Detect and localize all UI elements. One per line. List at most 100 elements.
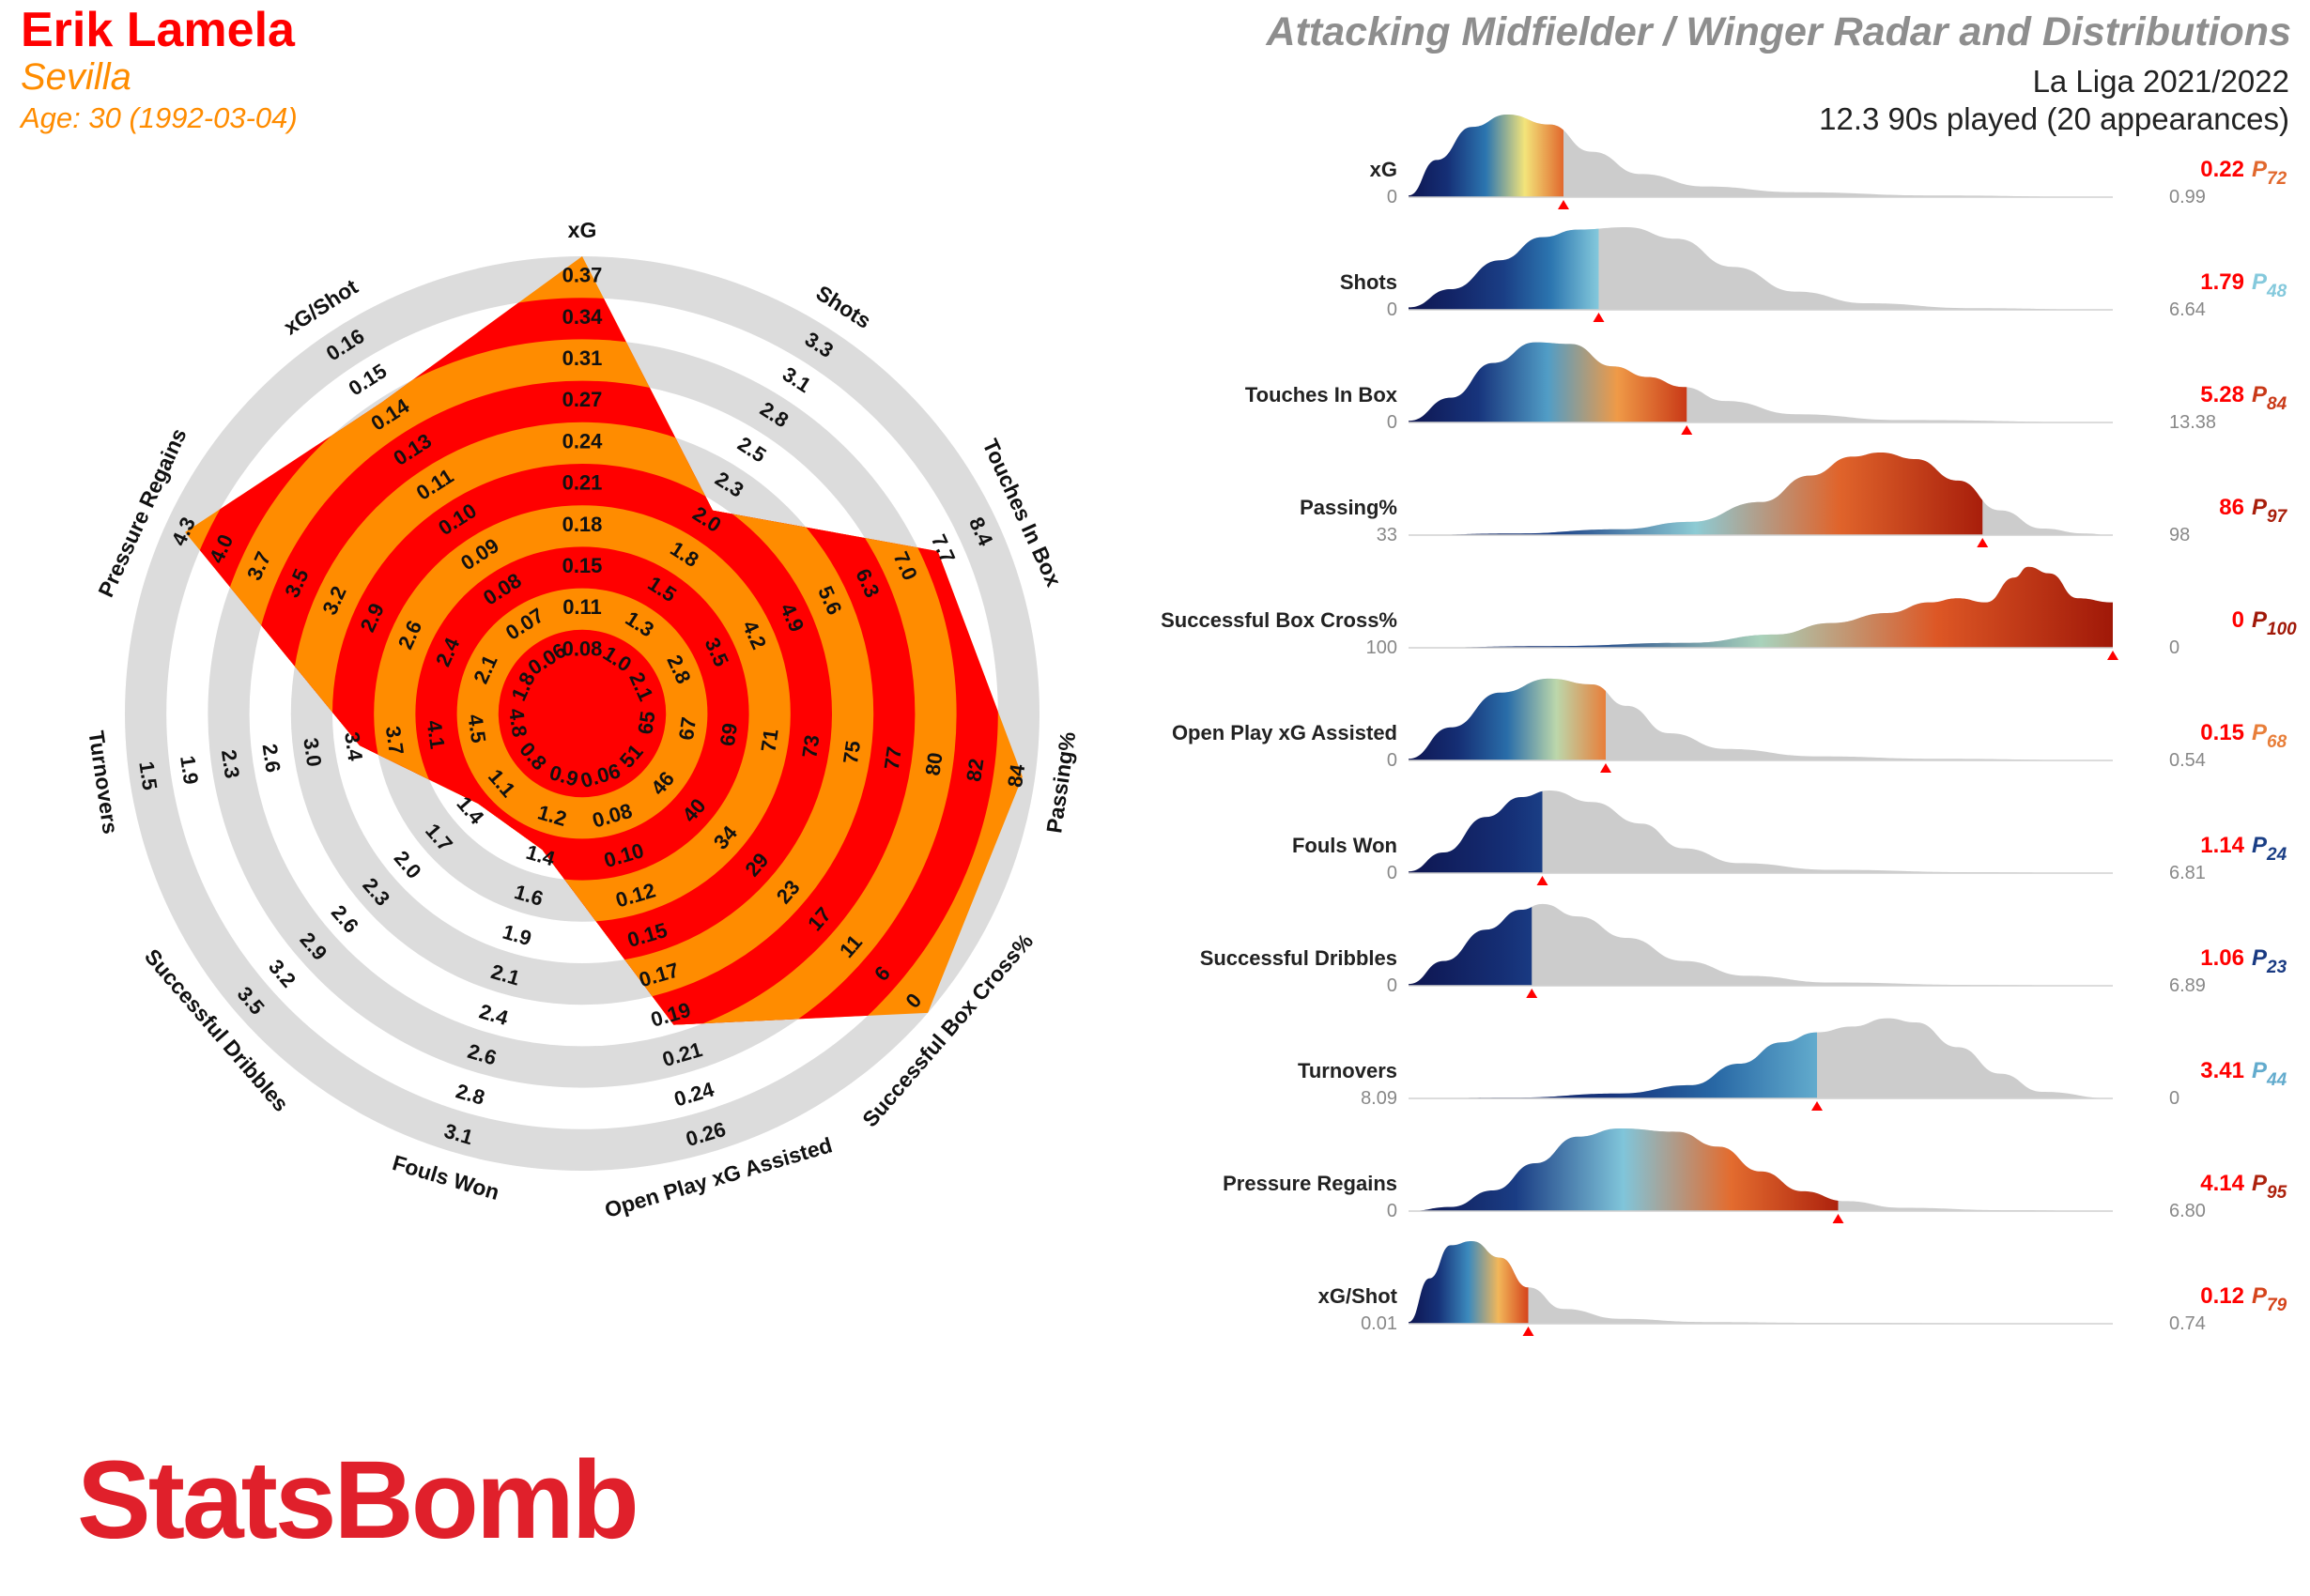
radar-tick-label: 2.6	[258, 743, 285, 775]
distribution-highlight	[1409, 115, 1563, 197]
value-marker	[1522, 1327, 1534, 1336]
metric-label: xG/Shot	[1318, 1284, 1398, 1308]
radar-chart: 0.08 0.11 0.15 0.18 0.21 0.24 0.27 0.31 0.34 0.37…	[84, 218, 1080, 1222]
distribution-highlight	[1409, 678, 1606, 760]
metric-label: Shots	[1340, 270, 1397, 294]
player-value: 0.12	[2200, 1283, 2244, 1309]
radar-tick-label: 0.21	[562, 471, 603, 495]
axis-min-label: 33	[1377, 525, 1397, 545]
player-value: 3.41	[2200, 1058, 2244, 1083]
axis-min-label: 0	[1387, 1201, 1397, 1221]
radar-tick-label: 0.24	[562, 429, 604, 453]
percentile-label: P48	[2252, 269, 2287, 301]
distribution-highlight	[1409, 1032, 1817, 1098]
radar-tick-label: 4.5	[463, 713, 490, 744]
radar-tick-label: 69	[716, 722, 742, 748]
radar-tick-label: 84	[1003, 762, 1029, 790]
distribution-highlight	[1409, 1128, 1839, 1211]
metric-label: Successful Dribbles	[1200, 946, 1397, 970]
radar-tick-label: 0.11	[562, 595, 602, 619]
distribution-highlight	[1409, 453, 1983, 535]
radar-tick-label: 67	[674, 715, 701, 742]
distribution-highlight	[1409, 1241, 1529, 1324]
value-marker	[2107, 651, 2118, 660]
axis-min-label: 100	[1366, 637, 1397, 658]
percentile-label: P100	[2252, 607, 2297, 639]
distribution-highlight	[1409, 906, 1532, 986]
percentile-label: P44	[2252, 1058, 2287, 1090]
metric-label: Passing%	[1300, 496, 1397, 519]
axis-max-label: 0.74	[2169, 1313, 2206, 1334]
distribution-area	[1409, 790, 2113, 873]
player-value: 86	[2219, 495, 2244, 520]
metric-label: Successful Box Cross%	[1161, 608, 1397, 632]
metric-label: Turnovers	[1298, 1059, 1397, 1082]
radar-tick-label: 73	[797, 733, 824, 760]
metric-label: Pressure Regains	[1223, 1172, 1397, 1195]
radar-tick-label: 1.9	[176, 754, 203, 786]
radar-tick-label: 0.08	[562, 637, 603, 660]
minutes-played-label: 12.3 90s played (20 appearances)	[1819, 101, 2289, 136]
player-value: 1.06	[2200, 945, 2244, 971]
radar-tick-label: 65	[633, 710, 659, 736]
axis-min-label: 0	[1387, 187, 1397, 207]
percentile-label: P97	[2252, 495, 2288, 527]
axis-min-label: 0	[1387, 863, 1397, 883]
percentile-label: P84	[2252, 382, 2287, 414]
player-value: 0.15	[2200, 720, 2244, 745]
player-value: 4.14	[2200, 1171, 2244, 1196]
axis-max-label: 6.81	[2169, 863, 2206, 883]
percentile-label: P79	[2252, 1283, 2287, 1315]
value-marker	[1681, 425, 1693, 435]
radar-tick-label: 0.18	[562, 513, 603, 536]
axis-min-label: 0	[1387, 750, 1397, 771]
radar-tick-label: 75	[839, 739, 865, 765]
distribution-area	[1409, 115, 2113, 197]
axis-max-label: 0.99	[2169, 187, 2206, 207]
radar-tick-label: 80	[920, 751, 947, 777]
metric-label: xG	[1370, 158, 1397, 181]
distribution-highlight	[1409, 566, 2113, 648]
radar-tick-label: 0.15	[562, 554, 603, 577]
distribution-highlight	[1409, 228, 1599, 310]
radar-tick-label: 0.34	[562, 305, 604, 329]
axis-min-label: 8.09	[1361, 1088, 1397, 1109]
player-name: Erik Lamela	[21, 3, 295, 57]
value-marker	[1832, 1214, 1844, 1223]
player-value: 1.79	[2200, 269, 2244, 295]
team-name: Sevilla	[21, 56, 131, 98]
axis-min-label: 0.01	[1361, 1313, 1397, 1334]
axis-max-label: 0.54	[2169, 750, 2206, 771]
value-marker	[1536, 876, 1548, 885]
value-marker	[1526, 989, 1538, 998]
player-value: 1.14	[2200, 833, 2244, 858]
radar-tick-label: 3.0	[299, 736, 326, 768]
radar-tick-label: 82	[962, 757, 988, 783]
axis-max-label: 0	[2169, 637, 2179, 658]
radar-tick-label: 2.3	[217, 748, 244, 780]
value-marker	[1600, 763, 1611, 773]
axis-max-label: 0	[2169, 1088, 2179, 1109]
radar-axis-label: xG	[568, 218, 597, 242]
axis-max-label: 98	[2169, 525, 2190, 545]
radar-tick-label: 77	[880, 745, 906, 772]
radar-tick-label: 4.1	[423, 718, 450, 750]
radar-tick-label: 71	[756, 728, 782, 754]
distribution-area	[1409, 903, 2113, 986]
percentile-label: P23	[2252, 945, 2287, 977]
axis-min-label: 0	[1387, 975, 1397, 996]
metric-label: Fouls Won	[1292, 834, 1397, 857]
axis-max-label: 6.64	[2169, 299, 2206, 320]
radar-tick-label: 0.27	[562, 388, 603, 411]
radar-tick-label: 3.7	[381, 725, 408, 757]
radar-tick-label: 1.5	[134, 760, 162, 791]
value-marker	[1558, 200, 1569, 209]
player-value: 5.28	[2200, 382, 2244, 407]
value-marker	[1811, 1101, 1823, 1111]
player-value: 0.22	[2200, 157, 2244, 182]
percentile-label: P72	[2252, 157, 2287, 189]
competition-label: La Liga 2021/2022	[2032, 64, 2289, 99]
distribution-highlight	[1409, 790, 1543, 873]
radar-fill-center	[540, 671, 624, 756]
